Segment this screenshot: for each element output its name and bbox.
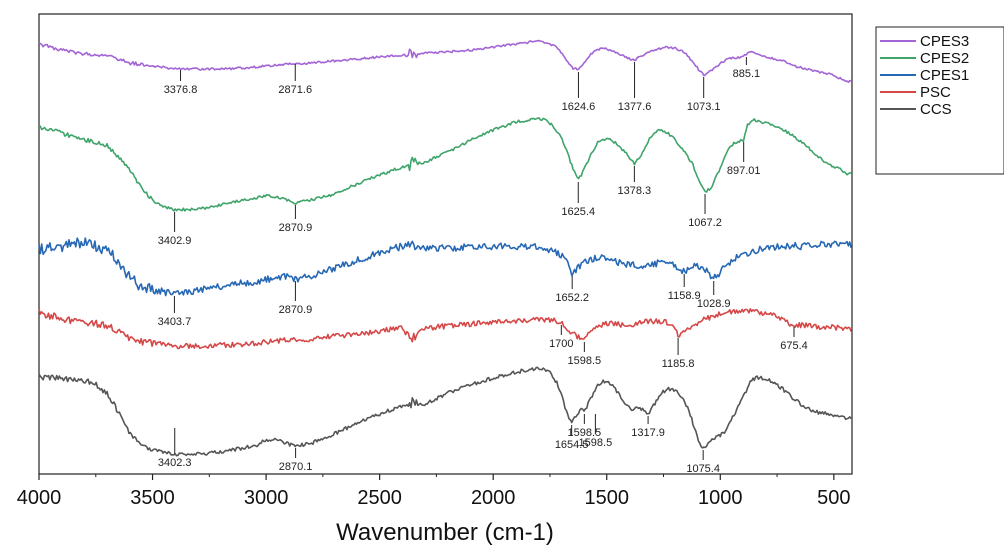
peak-label: 2871.6 xyxy=(278,84,312,96)
peak-label: 1075.4 xyxy=(686,463,720,475)
legend-label: CCS xyxy=(920,101,952,118)
peak-label: 1624.6 xyxy=(562,101,596,113)
peak-label: 1378.3 xyxy=(618,185,652,197)
peak-label: 1185.8 xyxy=(662,358,695,370)
peak-label: 1317.9 xyxy=(631,427,665,439)
x-tick-label: 4000 xyxy=(17,487,62,509)
x-tick-label: 1500 xyxy=(584,487,629,509)
peak-label: 2870.9 xyxy=(279,304,313,316)
peak-label: 1652.2 xyxy=(555,292,589,304)
x-tick-label: 2000 xyxy=(471,487,516,509)
peak-label: 3402.9 xyxy=(158,235,192,247)
peak-label: 1028.9 xyxy=(697,298,731,310)
peak-label: 3403.7 xyxy=(158,316,192,328)
peak-label: 1067.2 xyxy=(688,217,722,229)
peak-label: 675.4 xyxy=(780,340,808,352)
peak-label: 3376.8 xyxy=(164,84,198,96)
legend-box xyxy=(875,26,1004,175)
legend-label: PSC xyxy=(920,84,951,101)
series-layer xyxy=(38,39,852,457)
x-tick-label: 2500 xyxy=(357,487,402,509)
peak-label: 1377.6 xyxy=(618,101,652,113)
peak-label: 1654.5 xyxy=(555,439,589,451)
peak-label: 1158.9 xyxy=(668,290,701,302)
plot-border xyxy=(38,13,853,475)
series-line-ccs xyxy=(38,366,852,457)
legend-label: CPES2 xyxy=(920,50,969,67)
x-tick-label: 3500 xyxy=(130,487,175,509)
peak-label: 2870.1 xyxy=(279,461,313,473)
legend-label: CPES1 xyxy=(920,67,969,84)
peak-label: 3402.3 xyxy=(158,457,192,469)
peak-label: 1073.1 xyxy=(687,101,721,113)
x-tick-label: 1000 xyxy=(698,487,743,509)
series-line-cpes2 xyxy=(38,117,852,212)
peak-label: 1598.5 xyxy=(568,427,602,439)
series-line-psc xyxy=(38,308,852,350)
peak-label: 897.01 xyxy=(727,165,761,177)
x-axis-title: Wavenumber (cm-1) xyxy=(336,519,554,546)
series-line-cpes1 xyxy=(38,237,852,297)
peak-label: 2870.9 xyxy=(279,222,313,234)
peak-label: 1598.5 xyxy=(568,355,602,367)
legend-label: CPES3 xyxy=(920,33,969,50)
plot-frame xyxy=(38,13,853,475)
peak-label: 1598.5 xyxy=(579,437,613,449)
x-axis: 4000 3500 3000 2500 2000 1500 1000 500 xyxy=(17,474,851,509)
peak-label: 1625.4 xyxy=(561,206,595,218)
x-tick-label: 3000 xyxy=(244,487,289,509)
series-line-cpes3 xyxy=(38,39,852,83)
x-tick-label: 500 xyxy=(817,487,850,509)
peak-label: 885.1 xyxy=(733,68,761,80)
peak-annotations: 3376.8 2871.6 1624.6 1377.6 1073.1 885.1 3402.… xyxy=(158,57,808,475)
peak-label: 1700 xyxy=(549,338,573,350)
